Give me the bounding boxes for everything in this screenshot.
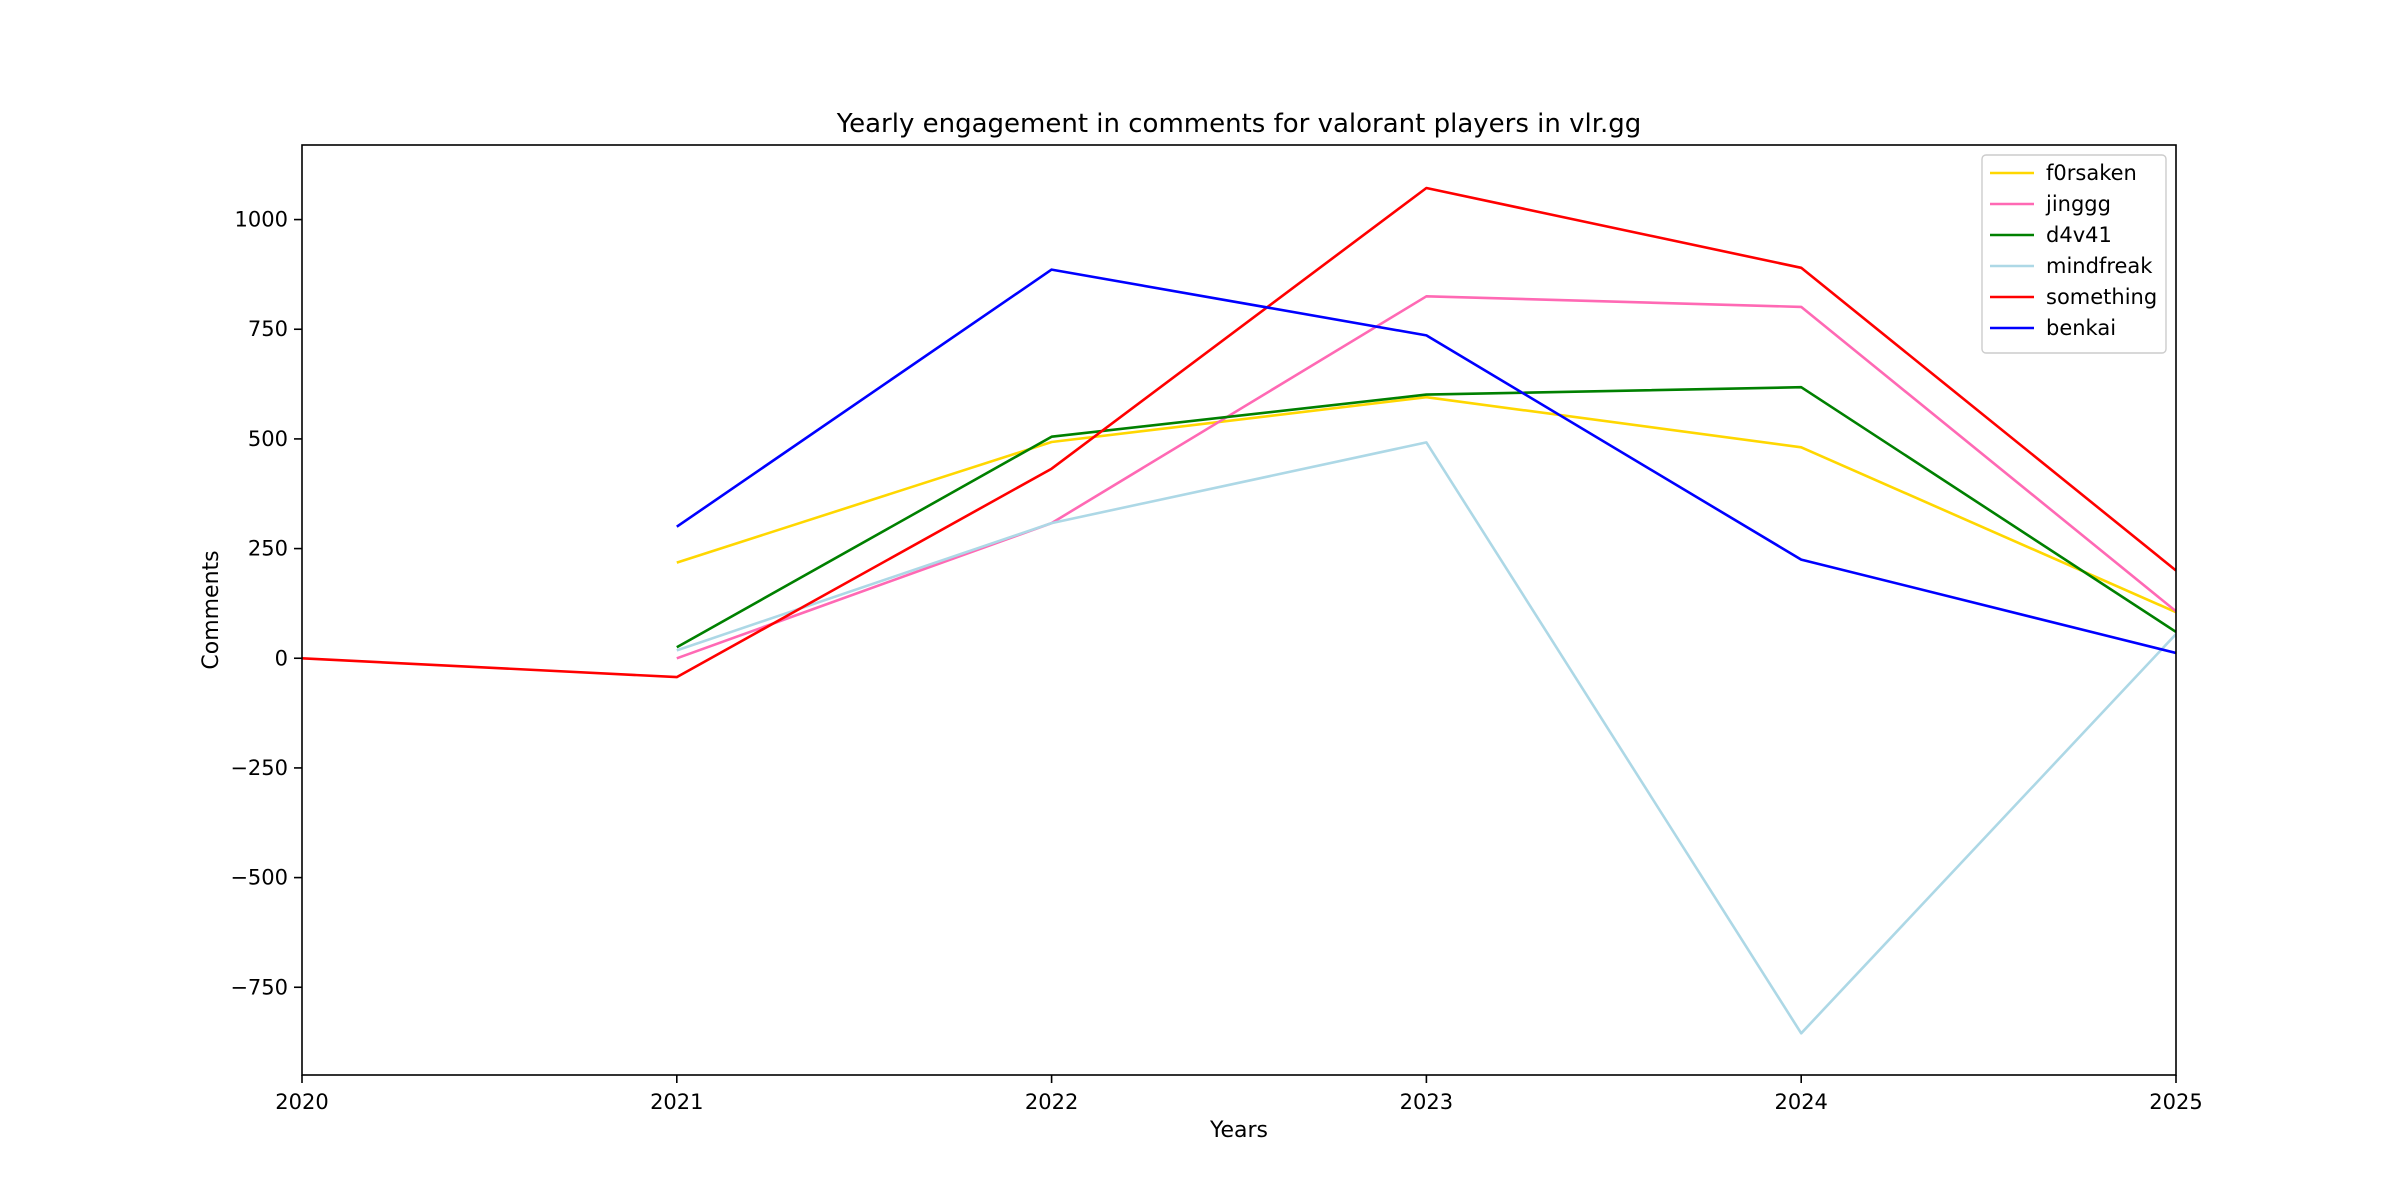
legend-label-benkai: benkai	[2046, 316, 2116, 340]
legend-label-mindfreak: mindfreak	[2046, 254, 2153, 278]
y-tick-label: 500	[248, 427, 288, 451]
series-line-something	[302, 186, 2176, 679]
y-axis-label: Comments	[199, 550, 224, 669]
x-tick-label: 2023	[1400, 1090, 1453, 1114]
series-layer	[302, 186, 2176, 1035]
legend-label-something: something	[2046, 285, 2157, 309]
x-tick-label: 2024	[1774, 1090, 1827, 1114]
y-tick-label: −250	[230, 756, 288, 780]
legend-label-f0rsaken: f0rsaken	[2046, 161, 2137, 185]
series-line-f0rsaken	[676, 395, 2176, 614]
x-tick-label: 2025	[2149, 1090, 2202, 1114]
y-tick-label: −500	[230, 866, 288, 890]
y-tick-label: 750	[248, 317, 288, 341]
series-line-jinggg	[676, 294, 2176, 660]
y-tick-label: 1000	[235, 208, 288, 232]
y-tick-label: 0	[275, 646, 288, 670]
x-axis: 2020 2021 2022 2023 2024 2025	[275, 1075, 2203, 1114]
x-axis-label: Years	[1209, 1118, 1268, 1143]
series-line-d4v41	[676, 385, 2176, 649]
series-line-benkai	[676, 268, 2176, 655]
y-axis: −750 −500 −250 0 250 500 750 1000	[230, 208, 302, 999]
x-tick-label: 2021	[650, 1090, 703, 1114]
legend-label-jinggg: jinggg	[2045, 192, 2111, 216]
series-line-mindfreak	[676, 441, 2176, 1035]
plot-area-frame	[301, 144, 2177, 1076]
x-tick-label: 2020	[275, 1090, 328, 1114]
legend: f0rsaken jinggg d4v41 mindfreak something ben…	[1981, 154, 2167, 354]
y-tick-label: −750	[230, 975, 288, 999]
y-tick-label: 250	[248, 537, 288, 561]
x-tick-label: 2022	[1025, 1090, 1078, 1114]
legend-label-d4v41: d4v41	[2046, 223, 2112, 247]
chart-title: Yearly engagement in comments for valora…	[836, 109, 1642, 139]
